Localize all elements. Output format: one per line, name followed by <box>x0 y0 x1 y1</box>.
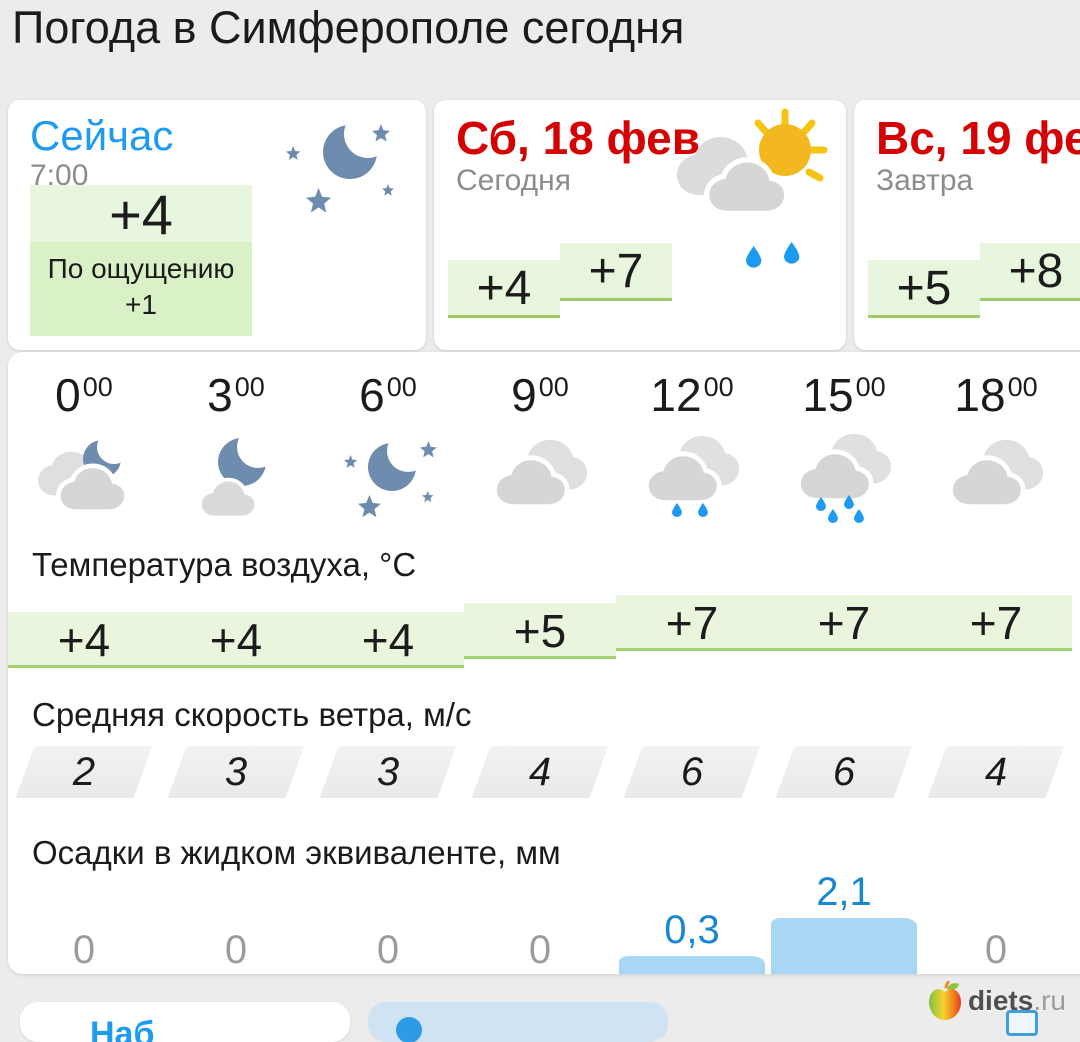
tomorrow-card[interactable]: Вс, 19 фев Завтра +5 +8 <box>854 100 1080 350</box>
hourly-forecast-panel: 000 300 600 900 1200 1500 1800 <box>8 352 1080 974</box>
feels-like-label: По ощущению <box>47 253 235 284</box>
temperature-value: +7 <box>920 595 1072 651</box>
hour-icons-row <box>8 424 1080 530</box>
hour-label: 1800 <box>954 369 1038 421</box>
moon-with-cloud-icon <box>198 438 266 520</box>
cloudy-icon <box>488 439 588 525</box>
today-subtitle: Сегодня <box>456 164 571 198</box>
wind-value: 2 <box>15 746 153 798</box>
hour-label: 1500 <box>802 369 886 421</box>
wind-value: 4 <box>927 746 1065 798</box>
wind-value: 4 <box>471 746 609 798</box>
moon-stars-icon <box>286 124 394 213</box>
now-temperature: +4 <box>30 185 252 245</box>
precipitation-value: 0 <box>376 928 400 972</box>
tomorrow-temp-min: +5 <box>868 260 980 318</box>
temperature-value: +4 <box>8 612 160 668</box>
tomorrow-subtitle: Завтра <box>876 164 974 198</box>
precipitation-row: 0 0 0 0 0,3 2,1 0 <box>8 870 1080 974</box>
partial-bottom-card-label: Наб <box>90 1015 155 1042</box>
tomorrow-minmax: +5 +8 <box>868 243 1080 318</box>
precipitation-value: 0,3 <box>664 908 720 952</box>
now-card[interactable]: Сейчас 7:00 +4 По ощущению +1 <box>8 100 426 350</box>
temperature-section-label: Температура воздуха, °C <box>32 546 417 583</box>
today-minmax: +4 +7 <box>448 243 672 318</box>
hour-labels-row: 000 300 600 900 1200 1500 1800 <box>8 368 1080 422</box>
hour-label: 300 <box>207 369 265 421</box>
sun-behind-rain-clouds-icon <box>676 108 828 268</box>
precipitation-value: 0 <box>984 928 1008 972</box>
hour-label: 900 <box>511 369 569 421</box>
temperature-row: +4 +4 +4 +5 +7 +7 +7 <box>8 592 1080 672</box>
today-temp-min: +4 <box>448 260 560 318</box>
rain-icon <box>792 433 892 524</box>
wind-row: 2 3 3 4 6 6 4 <box>8 746 1080 798</box>
feels-like-value: +1 <box>125 289 157 321</box>
partial-bottom-button[interactable] <box>368 1002 668 1042</box>
wind-value: 6 <box>623 746 761 798</box>
wind-value: 6 <box>775 746 913 798</box>
hour-label: 600 <box>359 369 417 421</box>
precipitation-section-label: Осадки в жидком эквиваленте, мм <box>32 834 561 871</box>
temperature-value: +7 <box>768 595 920 651</box>
cloudy-icon <box>944 439 1044 525</box>
today-temp-max: +7 <box>560 243 672 301</box>
precipitation-bar <box>771 918 917 974</box>
precipitation-value: 0 <box>224 928 248 972</box>
precipitation-value: 0 <box>72 928 96 972</box>
temperature-value: +5 <box>464 603 616 659</box>
temperature-value: +4 <box>160 612 312 668</box>
today-date: Сб, 18 фев <box>456 112 701 164</box>
tomorrow-date: Вс, 19 фев <box>876 112 1080 164</box>
light-rain-icon <box>640 435 740 518</box>
tomorrow-temp-max: +8 <box>980 243 1080 301</box>
apple-logo-icon <box>928 981 961 1020</box>
info-icon <box>396 1017 422 1042</box>
temperature-value: +4 <box>312 612 464 668</box>
precipitation-bar <box>619 956 765 974</box>
partial-checkbox[interactable] <box>1006 1010 1038 1036</box>
now-label: Сейчас <box>30 112 174 159</box>
hour-label: 000 <box>55 369 113 421</box>
wind-section-label: Средняя скорость ветра, м/с <box>32 696 472 733</box>
precipitation-value: 0 <box>528 928 552 972</box>
precipitation-value: 2,1 <box>816 870 872 914</box>
hour-label: 1200 <box>650 369 734 421</box>
wind-value: 3 <box>319 746 457 798</box>
partial-bottom-card[interactable]: Наб <box>20 1002 350 1042</box>
clear-night-stars-icon <box>344 441 437 518</box>
feels-like: По ощущению +1 <box>30 242 252 336</box>
today-card[interactable]: Сб, 18 фев Сегодня +4 +7 <box>434 100 846 350</box>
page-title: Погода в Симферополе сегодня <box>12 2 685 53</box>
cloudy-with-moon-icon <box>38 440 136 525</box>
diets-ru-logo[interactable]: diets.ru <box>927 981 1066 1021</box>
wind-value: 3 <box>167 746 305 798</box>
now-temperature-block: +4 По ощущению +1 <box>30 185 252 336</box>
temperature-value: +7 <box>616 595 768 651</box>
